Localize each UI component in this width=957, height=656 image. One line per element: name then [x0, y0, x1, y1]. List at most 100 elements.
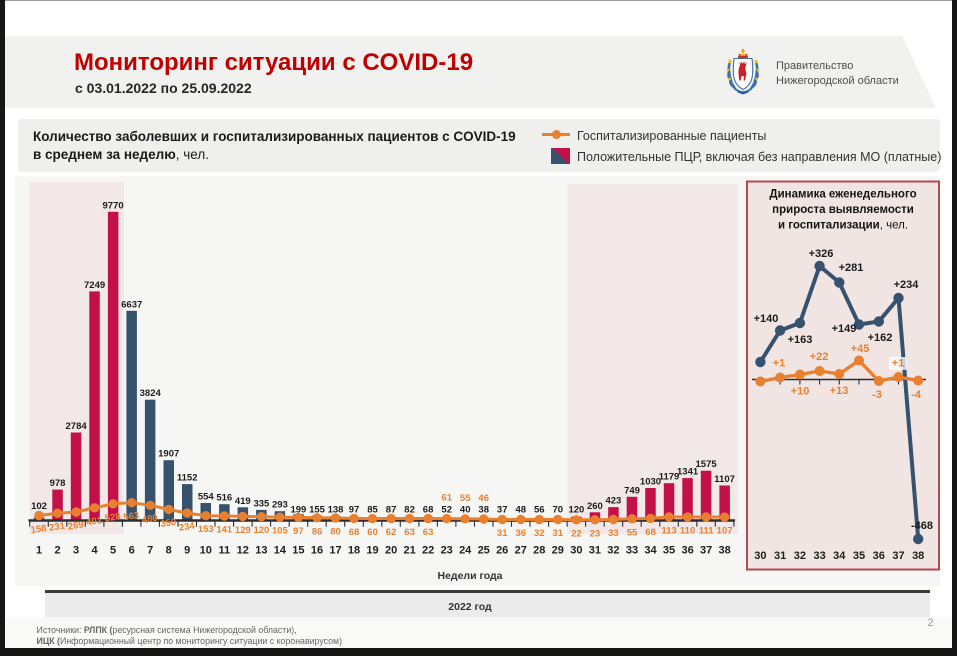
svg-text:Динамика еженедельного: Динамика еженедельного [769, 189, 916, 201]
svg-text:97: 97 [293, 526, 304, 537]
svg-text:85: 85 [367, 505, 378, 516]
svg-text:+149: +149 [832, 323, 857, 335]
svg-text:153: 153 [198, 524, 214, 535]
svg-text:11: 11 [218, 545, 230, 557]
svg-text:528: 528 [104, 511, 121, 524]
svg-text:3: 3 [73, 545, 79, 557]
svg-text:21: 21 [403, 545, 415, 557]
svg-text:34: 34 [833, 550, 846, 562]
svg-text:+13: +13 [830, 385, 849, 397]
svg-text:31: 31 [589, 545, 601, 557]
svg-text:28: 28 [533, 545, 545, 557]
svg-text:34: 34 [644, 545, 657, 557]
svg-text:2: 2 [54, 545, 60, 557]
svg-text:+326: +326 [809, 248, 834, 260]
svg-text:48: 48 [516, 505, 527, 516]
svg-text:24: 24 [459, 545, 472, 557]
svg-text:33: 33 [813, 550, 825, 562]
svg-text:8: 8 [166, 545, 172, 557]
svg-text:31: 31 [553, 528, 564, 539]
svg-text:120: 120 [253, 525, 269, 536]
svg-text:155: 155 [309, 505, 326, 516]
svg-text:-4: -4 [911, 389, 922, 401]
svg-text:129: 129 [235, 525, 251, 536]
svg-text:68: 68 [645, 527, 656, 538]
svg-text:62: 62 [386, 527, 397, 538]
svg-text:+281: +281 [839, 262, 864, 274]
svg-text:26: 26 [496, 545, 508, 557]
svg-text:82: 82 [404, 505, 415, 516]
svg-text:37: 37 [892, 550, 904, 562]
svg-text:5: 5 [110, 545, 116, 557]
svg-text:231: 231 [49, 521, 67, 534]
svg-text:55: 55 [627, 527, 638, 538]
svg-text:111: 111 [699, 526, 715, 537]
svg-text:23: 23 [590, 528, 601, 539]
svg-text:68: 68 [349, 527, 360, 538]
svg-text:36: 36 [873, 550, 885, 562]
svg-text:234: 234 [178, 520, 196, 533]
svg-text:15: 15 [292, 545, 304, 557]
svg-text:6: 6 [129, 545, 135, 557]
svg-text:1152: 1152 [177, 473, 198, 484]
svg-text:17: 17 [329, 545, 341, 557]
svg-text:158: 158 [30, 523, 47, 536]
svg-text:прироста выявляемости: прироста выявляемости [772, 204, 914, 216]
svg-text:25: 25 [478, 545, 490, 557]
svg-text:27: 27 [515, 545, 527, 557]
svg-text:2784: 2784 [66, 421, 88, 432]
svg-text:22: 22 [571, 528, 582, 539]
svg-text:4: 4 [92, 545, 99, 557]
svg-text:46: 46 [478, 493, 489, 504]
svg-text:86: 86 [312, 526, 323, 537]
svg-text:36: 36 [516, 528, 527, 539]
svg-text:70: 70 [553, 505, 564, 516]
svg-text:18: 18 [348, 545, 360, 557]
svg-text:30: 30 [754, 550, 766, 562]
svg-text:1: 1 [36, 545, 42, 557]
svg-text:31: 31 [497, 528, 508, 539]
svg-text:55: 55 [460, 493, 471, 504]
svg-text:38: 38 [912, 550, 924, 562]
svg-text:40: 40 [460, 505, 471, 516]
svg-text:29: 29 [552, 545, 564, 557]
svg-text:+1: +1 [773, 358, 786, 370]
svg-text:1907: 1907 [158, 449, 179, 460]
svg-text:113: 113 [661, 525, 676, 536]
svg-text:80: 80 [330, 527, 341, 538]
svg-text:31: 31 [774, 550, 786, 562]
svg-text:+234: +234 [894, 279, 920, 291]
svg-text:38: 38 [478, 505, 489, 516]
svg-text:36: 36 [681, 545, 693, 557]
svg-text:+162: +162 [868, 332, 893, 344]
svg-text:110: 110 [680, 526, 695, 537]
svg-text:60: 60 [367, 527, 378, 538]
svg-text:32: 32 [607, 545, 619, 557]
svg-text:293: 293 [272, 500, 288, 511]
svg-text:32: 32 [534, 528, 545, 539]
svg-text:12: 12 [237, 545, 249, 557]
svg-text:10: 10 [200, 545, 212, 557]
svg-text:554: 554 [198, 492, 215, 503]
svg-text:13: 13 [255, 545, 267, 557]
svg-text:+22: +22 [810, 351, 829, 363]
svg-text:7: 7 [147, 545, 153, 557]
svg-text:33: 33 [608, 528, 619, 539]
svg-text:+45: +45 [851, 343, 870, 355]
svg-text:419: 419 [235, 496, 251, 507]
svg-text:423: 423 [605, 496, 621, 507]
svg-text:+163: +163 [788, 334, 813, 346]
svg-text:107: 107 [717, 526, 733, 537]
svg-text:63: 63 [404, 527, 415, 538]
svg-text:16: 16 [311, 545, 323, 557]
svg-text:9770: 9770 [103, 200, 124, 211]
svg-text:3824: 3824 [140, 388, 162, 399]
svg-text:38: 38 [718, 545, 730, 557]
svg-text:и госпитализации, чел.: и госпитализации, чел. [778, 220, 908, 232]
svg-text:37: 37 [700, 545, 712, 557]
svg-text:1575: 1575 [696, 459, 718, 470]
svg-text:20: 20 [385, 545, 397, 557]
svg-text:480: 480 [141, 513, 158, 526]
svg-text:978: 978 [50, 478, 66, 489]
svg-text:+140: +140 [754, 313, 779, 325]
